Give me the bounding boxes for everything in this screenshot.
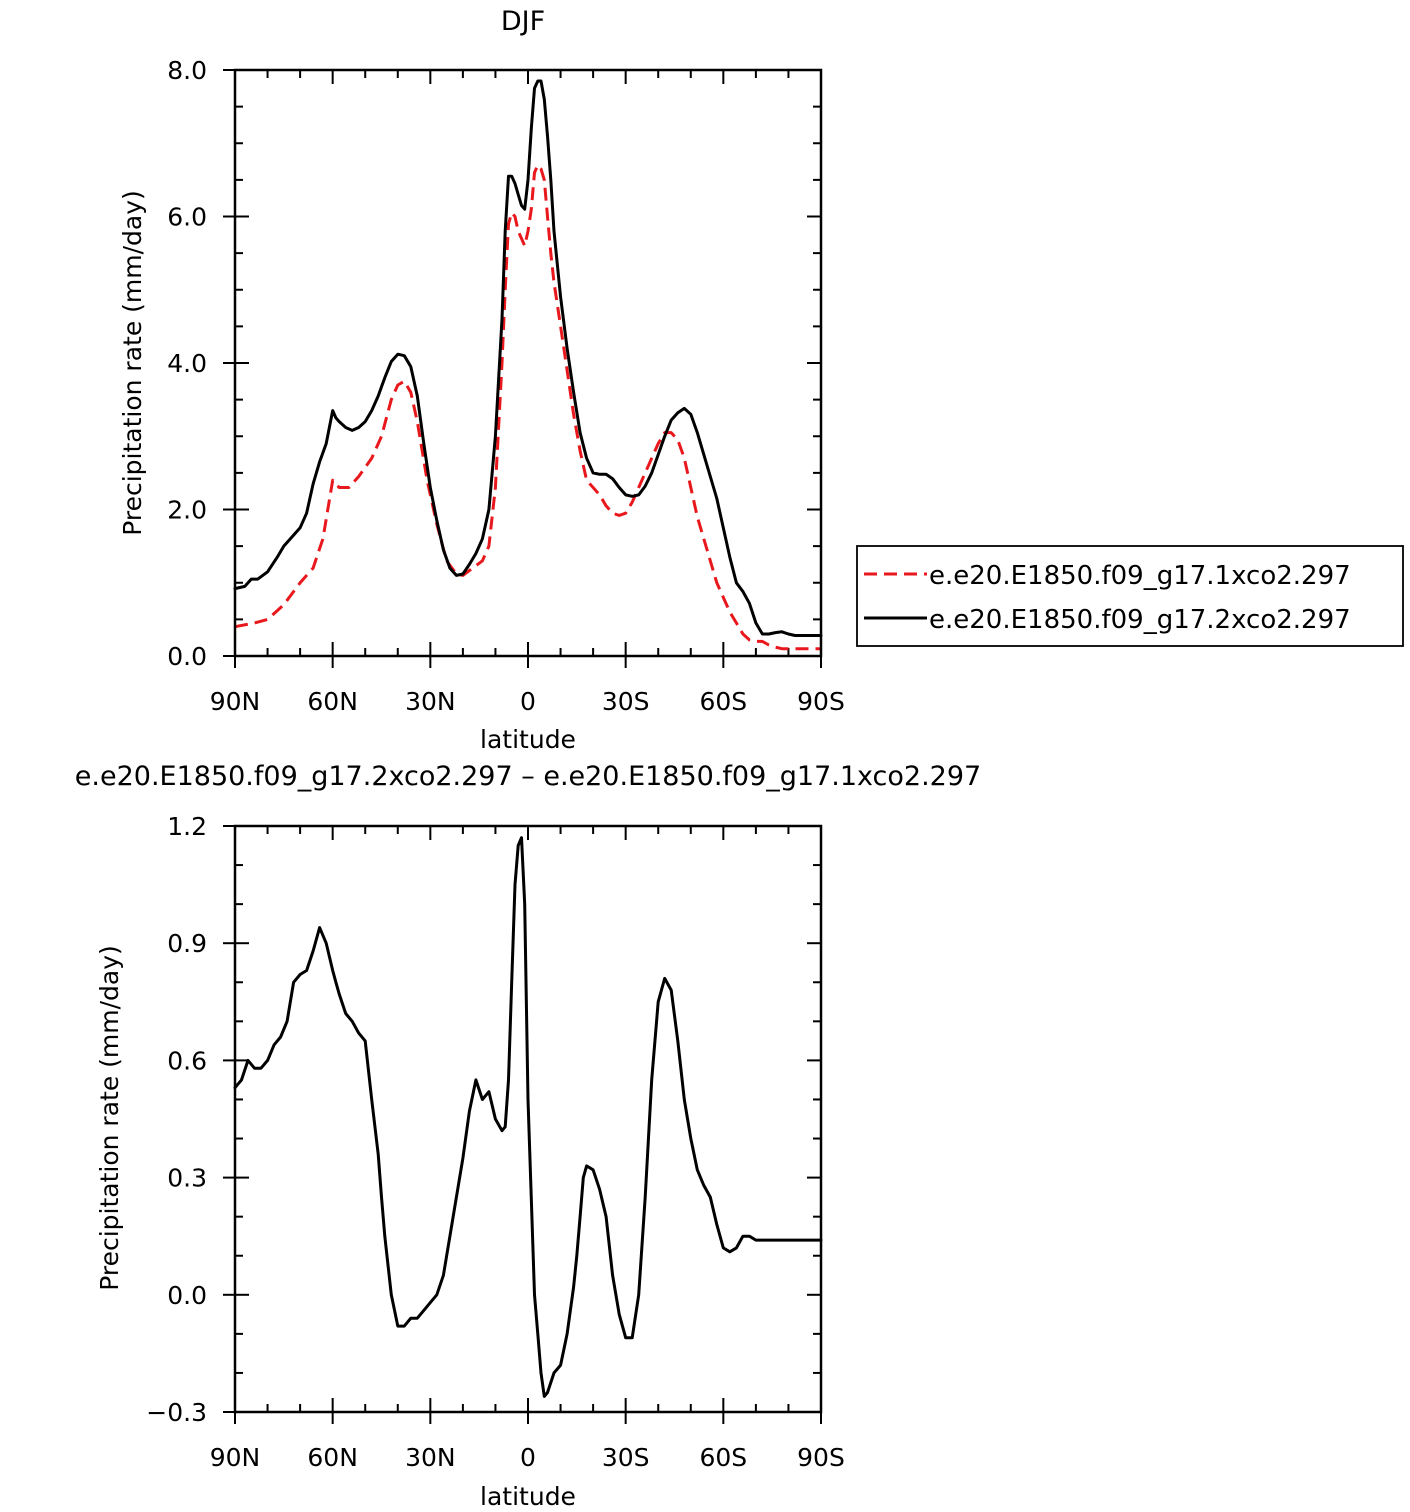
- y-tick-label: 2.0: [167, 496, 207, 525]
- legend-box: [856, 545, 1404, 647]
- tick-labels: 90N 60N 30N 0 30S 60S 90S −0.3 0.0 0.3 0.6 0.9 1.2: [146, 812, 845, 1472]
- y-tick-label: 0.9: [167, 929, 207, 958]
- y-axis-label: Precipitation rate (mm/day): [118, 190, 147, 536]
- axis-ticks: [223, 825, 822, 1424]
- x-tick-label: 30N: [405, 1443, 456, 1472]
- x-tick-label: 0: [520, 687, 536, 716]
- y-tick-label: 0.3: [167, 1164, 207, 1193]
- axis-ticks: [223, 69, 822, 668]
- x-tick-label: 60S: [699, 687, 747, 716]
- plot-frame: [233, 68, 823, 658]
- tick-labels: 90N 60N 30N 0 30S 60S 90S 0.0 2.0 4.0 6.0 8.0: [167, 56, 845, 716]
- x-tick-label: 90N: [210, 1443, 261, 1472]
- y-tick-label: 0.6: [167, 1046, 207, 1075]
- panel-djf: DJF 90N 60N 30N 0 30S 60S 90S 0.0 2.0 4.0 6.0 8.0 l…: [118, 6, 845, 754]
- y-tick-label: 0.0: [167, 642, 207, 671]
- series-lines: [233, 79, 823, 651]
- y-tick-label: 0.0: [167, 1281, 207, 1310]
- series-lines: [233, 836, 823, 1398]
- x-tick-label: 30S: [602, 687, 650, 716]
- x-tick-label: 90S: [797, 1443, 845, 1472]
- legend-entry: e.e20.E1850.f09_g17.2xco2.297: [864, 605, 1351, 635]
- series-line-0: [233, 836, 823, 1398]
- panel-title: e.e20.E1850.f09_g17.2xco2.297 – e.e20.E1…: [75, 761, 981, 792]
- panel-difference: e.e20.E1850.f09_g17.2xco2.297 – e.e20.E1…: [75, 761, 981, 1511]
- y-axis-label: Precipitation rate (mm/day): [95, 945, 124, 1291]
- y-tick-label: 8.0: [167, 56, 207, 85]
- x-tick-label: 0: [520, 1443, 536, 1472]
- legend-label: e.e20.E1850.f09_g17.2xco2.297: [929, 605, 1351, 635]
- y-tick-label: 4.0: [167, 349, 207, 378]
- x-tick-label: 60N: [307, 687, 358, 716]
- legend-label: e.e20.E1850.f09_g17.1xco2.297: [929, 561, 1351, 591]
- x-tick-label: 90S: [797, 687, 845, 716]
- x-axis-label: latitude: [480, 725, 576, 754]
- legend: e.e20.E1850.f09_g17.1xco2.297 e.e20.E185…: [856, 545, 1404, 647]
- plot-frame: [233, 824, 823, 1414]
- y-tick-label: −0.3: [146, 1398, 207, 1427]
- legend-entry: e.e20.E1850.f09_g17.1xco2.297: [864, 561, 1351, 591]
- x-axis-label: latitude: [480, 1482, 576, 1511]
- x-tick-label: 30S: [602, 1443, 650, 1472]
- series-line-0: [234, 163, 821, 651]
- panel-title: DJF: [501, 6, 545, 37]
- x-tick-label: 60S: [699, 1443, 747, 1472]
- y-tick-label: 1.2: [167, 812, 207, 841]
- series-line-1: [233, 79, 823, 637]
- y-tick-label: 6.0: [167, 203, 207, 232]
- x-tick-label: 30N: [405, 687, 456, 716]
- x-tick-label: 90N: [210, 687, 261, 716]
- x-tick-label: 60N: [307, 1443, 358, 1472]
